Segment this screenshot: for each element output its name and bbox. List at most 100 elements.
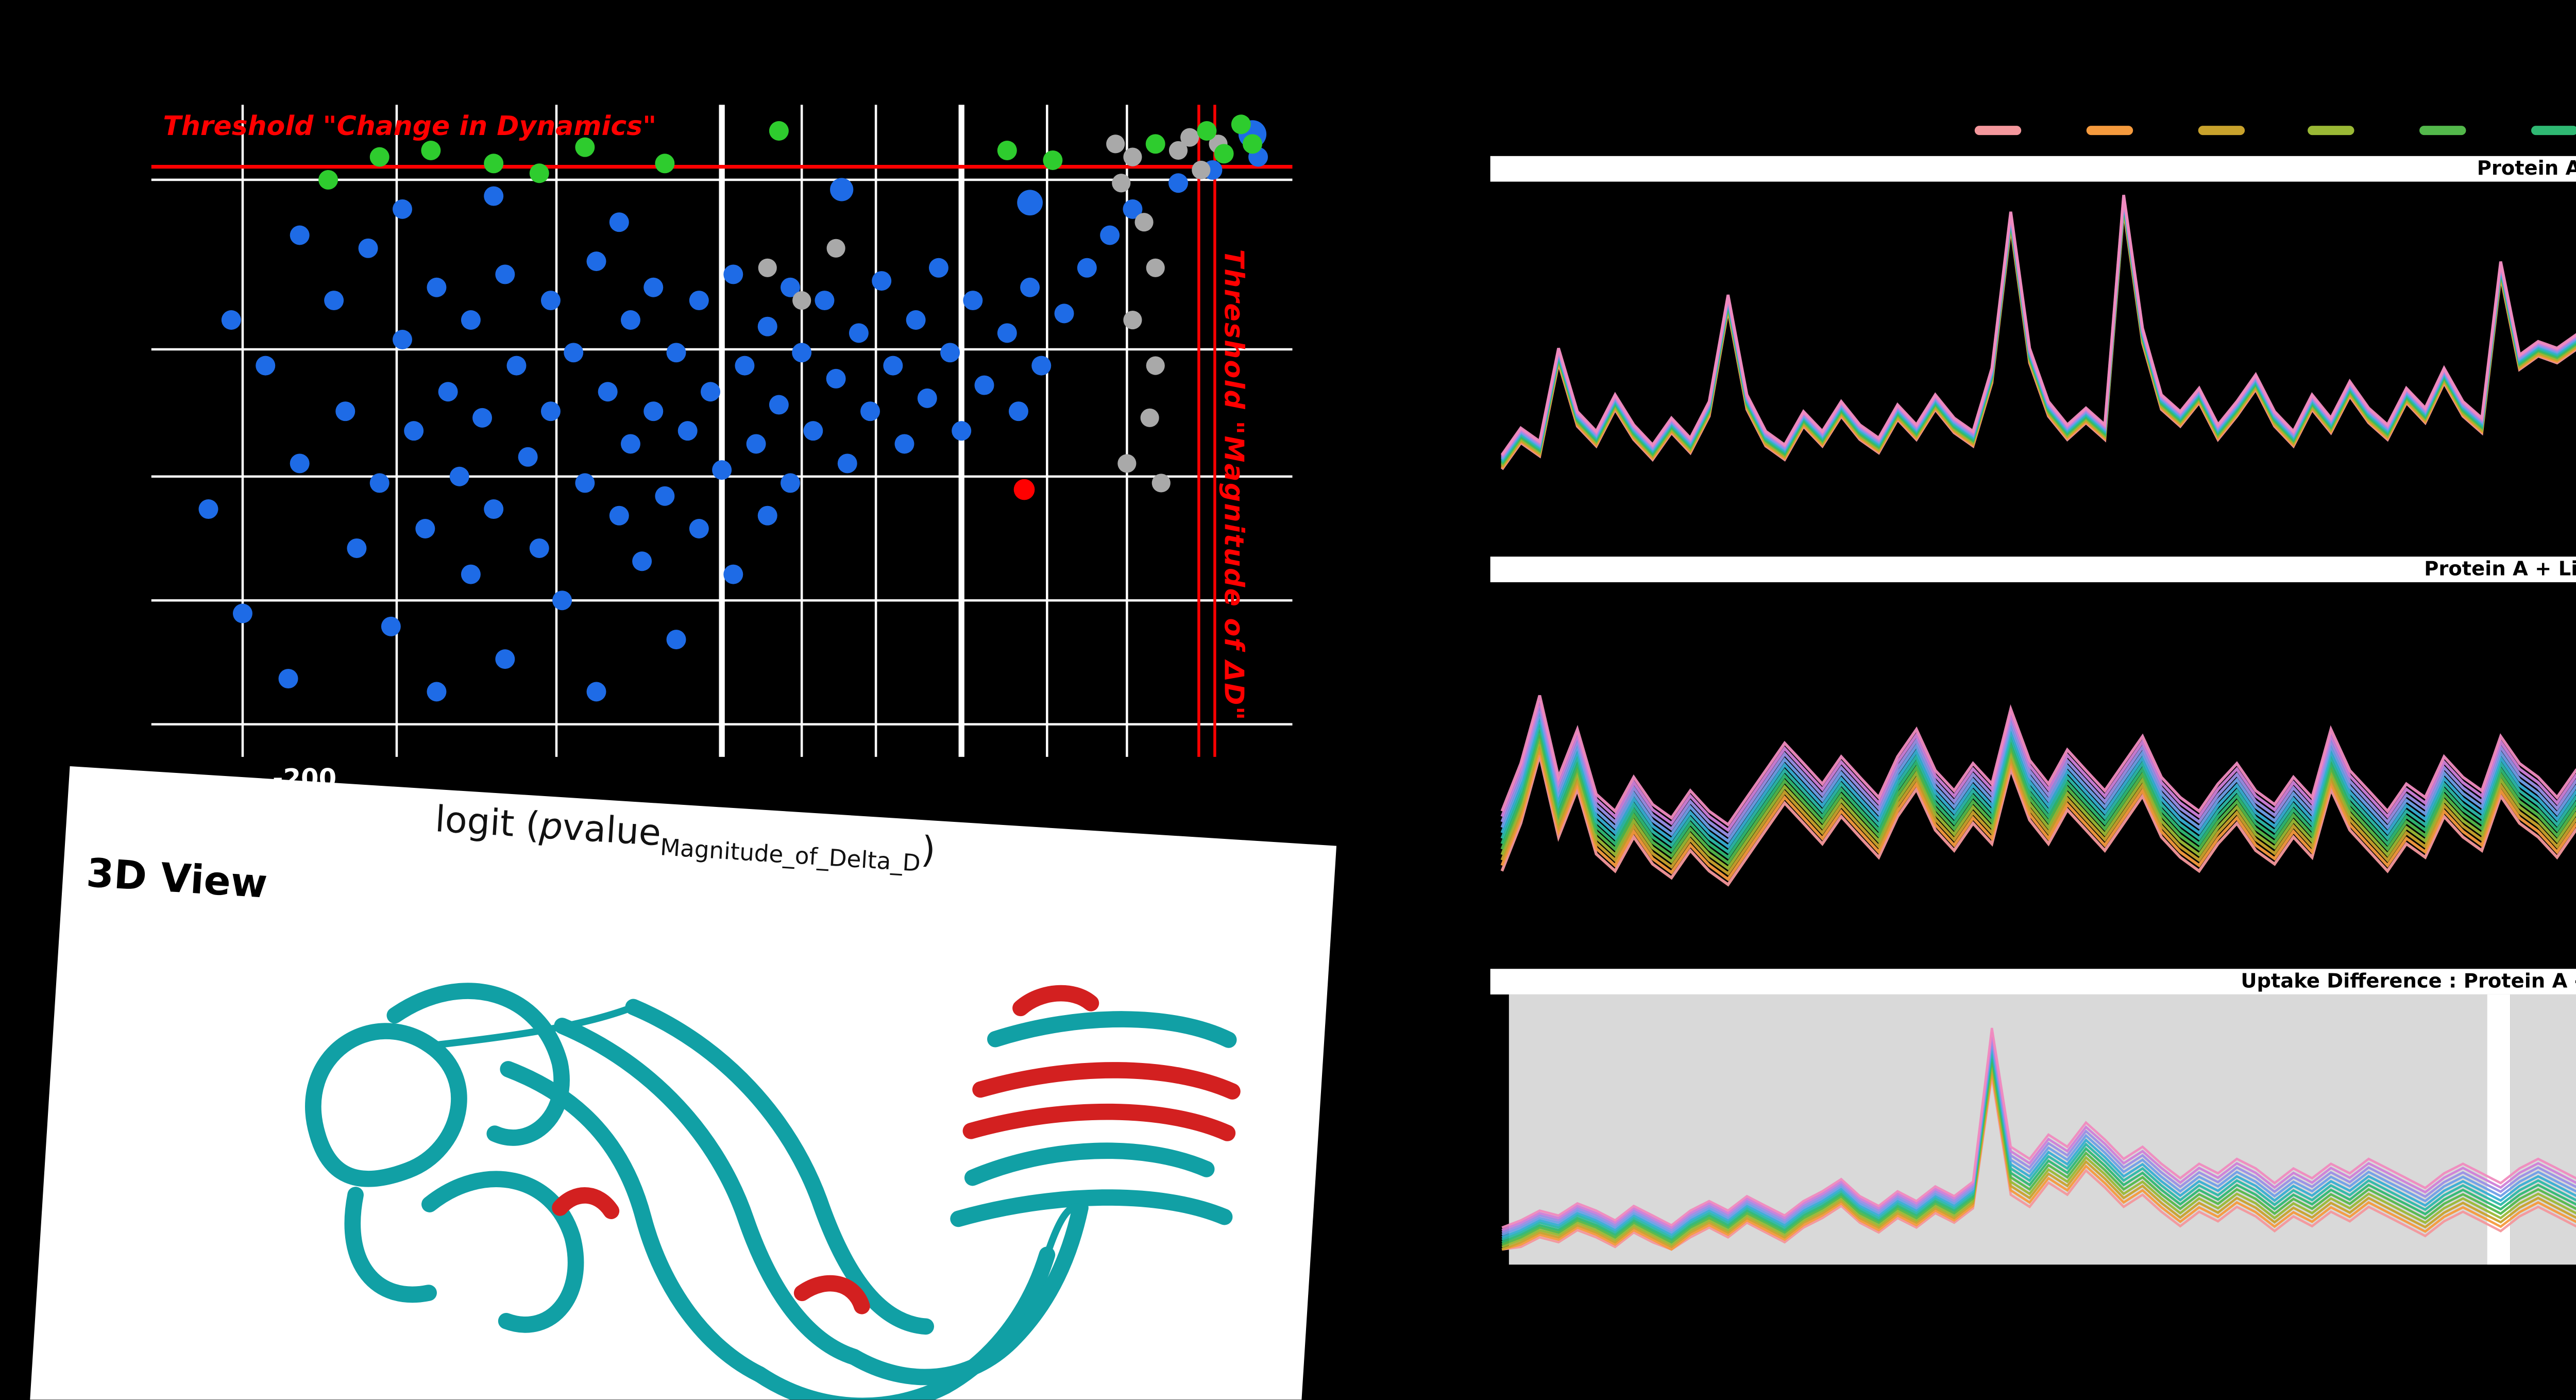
volcano-point[interactable]	[997, 140, 1017, 160]
volcano-point[interactable]	[1043, 150, 1063, 170]
volcano-point[interactable]	[632, 551, 652, 571]
volcano-point[interactable]	[609, 212, 629, 232]
volcano-point[interactable]	[677, 421, 698, 441]
uptake-series-line[interactable]	[1501, 1040, 2576, 1236]
volcano-point[interactable]	[1054, 303, 1074, 324]
volcano-point[interactable]	[529, 538, 549, 558]
uptake-chart-protein-a-ligand[interactable]	[1490, 582, 2576, 955]
volcano-point[interactable]	[620, 434, 640, 454]
volcano-point[interactable]	[484, 186, 504, 206]
volcano-point[interactable]	[769, 395, 789, 415]
volcano-point[interactable]	[792, 291, 811, 310]
volcano-point[interactable]	[826, 368, 846, 389]
volcano-point[interactable]	[746, 434, 766, 454]
view-3d-panel[interactable]: logit (pvalueMagnitude_of_Delta_D) 3D Vi…	[26, 766, 1337, 1400]
volcano-point[interactable]	[1013, 479, 1035, 500]
volcano-point[interactable]	[689, 291, 709, 311]
volcano-point[interactable]	[586, 251, 606, 272]
volcano-point[interactable]	[781, 277, 801, 297]
uptake-series-line[interactable]	[1500, 195, 2576, 461]
volcano-point[interactable]	[666, 630, 686, 650]
volcano-point[interactable]	[940, 343, 960, 363]
uptake-series-line[interactable]	[1501, 1071, 2576, 1251]
volcano-point[interactable]	[803, 421, 823, 441]
uptake-series-line[interactable]	[1500, 185, 2576, 459]
volcano-point[interactable]	[232, 603, 252, 623]
volcano-point[interactable]	[461, 310, 481, 330]
uptake-series-line[interactable]	[1500, 630, 2576, 859]
volcano-point[interactable]	[917, 388, 937, 408]
volcano-point[interactable]	[484, 499, 504, 519]
volcano-point[interactable]	[894, 434, 914, 454]
volcano-point[interactable]	[1151, 474, 1171, 493]
uptake-series-line[interactable]	[1501, 1075, 2576, 1251]
volcano-point[interactable]	[1180, 128, 1199, 147]
volcano-point[interactable]	[1112, 174, 1131, 193]
volcano-point[interactable]	[701, 382, 720, 402]
volcano-point[interactable]	[830, 178, 854, 201]
volcano-point[interactable]	[643, 277, 664, 297]
volcano-point[interactable]	[552, 591, 572, 611]
volcano-point[interactable]	[1123, 310, 1142, 330]
volcano-point[interactable]	[757, 316, 777, 336]
volcano-point[interactable]	[369, 147, 389, 167]
uptake-series-line[interactable]	[1500, 643, 2576, 865]
volcano-point[interactable]	[837, 453, 857, 474]
volcano-point[interactable]	[575, 473, 595, 493]
volcano-point[interactable]	[815, 291, 835, 311]
volcano-point[interactable]	[689, 519, 709, 538]
uptake-series-line[interactable]	[1500, 200, 2576, 463]
uptake-series-line[interactable]	[1500, 582, 2576, 832]
volcano-point[interactable]	[324, 291, 344, 311]
volcano-point[interactable]	[1106, 134, 1125, 154]
uptake-series-line[interactable]	[1501, 1045, 2576, 1239]
volcano-point[interactable]	[826, 239, 845, 258]
volcano-point[interactable]	[655, 154, 675, 174]
volcano-point[interactable]	[381, 616, 401, 636]
volcano-point[interactable]	[781, 473, 801, 493]
volcano-point[interactable]	[643, 401, 664, 421]
volcano-point[interactable]	[1146, 258, 1165, 277]
volcano-point[interactable]	[974, 375, 994, 395]
volcano-point[interactable]	[393, 199, 413, 219]
uptake-series-line[interactable]	[1500, 182, 2576, 457]
volcano-point[interactable]	[518, 447, 538, 467]
volcano-point[interactable]	[421, 140, 441, 160]
volcano-point[interactable]	[256, 356, 276, 376]
volcano-point[interactable]	[928, 258, 948, 278]
uptake-series-line[interactable]	[1500, 204, 2576, 465]
volcano-point[interactable]	[792, 343, 812, 363]
uptake-series-line[interactable]	[1500, 616, 2576, 854]
volcano-point[interactable]	[620, 310, 640, 330]
volcano-point[interactable]	[438, 382, 458, 402]
uptake-series-line[interactable]	[1501, 1058, 2576, 1246]
volcano-point[interactable]	[666, 343, 686, 363]
uptake-series-line[interactable]	[1501, 1067, 2576, 1251]
legend-swatch[interactable]	[2086, 126, 2133, 135]
volcano-point[interactable]	[358, 238, 378, 258]
volcano-point[interactable]	[221, 310, 241, 330]
volcano-point[interactable]	[1031, 356, 1052, 376]
volcano-point[interactable]	[427, 682, 447, 702]
uptake-series-line[interactable]	[1501, 1032, 2576, 1232]
uptake-series-line[interactable]	[1501, 1036, 2576, 1234]
volcano-point[interactable]	[1123, 147, 1142, 166]
volcano-point[interactable]	[1134, 213, 1154, 232]
volcano-point[interactable]	[1017, 190, 1043, 216]
uptake-series-line[interactable]	[1500, 655, 2576, 870]
volcano-point[interactable]	[404, 421, 424, 441]
uptake-series-line[interactable]	[1500, 205, 2576, 466]
volcano-point[interactable]	[1117, 454, 1137, 473]
uptake-series-line[interactable]	[1500, 582, 2576, 838]
uptake-series-line[interactable]	[1501, 1027, 2576, 1229]
uptake-series-line[interactable]	[1501, 1054, 2576, 1243]
volcano-point[interactable]	[598, 382, 618, 402]
volcano-point[interactable]	[1197, 121, 1217, 141]
volcano-point[interactable]	[427, 277, 447, 297]
volcano-point[interactable]	[906, 310, 926, 330]
timepoint-legend[interactable]	[1974, 124, 2576, 138]
volcano-point[interactable]	[952, 421, 972, 441]
volcano-point[interactable]	[1214, 144, 1234, 164]
volcano-point[interactable]	[963, 291, 983, 311]
volcano-point[interactable]	[1146, 356, 1165, 375]
